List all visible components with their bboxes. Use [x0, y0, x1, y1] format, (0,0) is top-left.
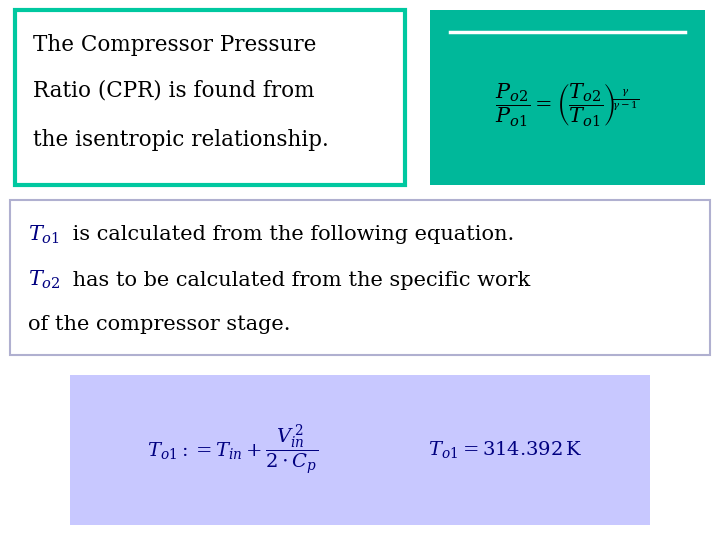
Text: is calculated from the following equation.: is calculated from the following equatio… — [66, 226, 514, 245]
FancyBboxPatch shape — [10, 200, 710, 355]
Text: Ratio (CPR) is found from: Ratio (CPR) is found from — [33, 79, 315, 101]
Text: $T_{o1} := T_{in} + \dfrac{V_{in}^{\,2}}{2 \cdot C_p}$: $T_{o1} := T_{in} + \dfrac{V_{in}^{\,2}}… — [147, 423, 318, 477]
Text: $T_{o1}$: $T_{o1}$ — [28, 224, 60, 246]
FancyBboxPatch shape — [70, 375, 650, 525]
Text: the isentropic relationship.: the isentropic relationship. — [33, 129, 329, 151]
Text: $T_{o2}$: $T_{o2}$ — [28, 269, 60, 291]
FancyBboxPatch shape — [430, 10, 705, 185]
Text: The Compressor Pressure: The Compressor Pressure — [33, 34, 316, 56]
FancyBboxPatch shape — [15, 10, 405, 185]
Text: $\dfrac{P_{o2}}{P_{o1}} = \left(\dfrac{T_{o2}}{T_{o1}}\right)^{\!\!\frac{\gamma}: $\dfrac{P_{o2}}{P_{o1}} = \left(\dfrac{T… — [495, 82, 639, 129]
Text: of the compressor stage.: of the compressor stage. — [28, 315, 290, 334]
Text: has to be calculated from the specific work: has to be calculated from the specific w… — [66, 271, 530, 289]
Text: $T_{o1} = 314.392\,\mathrm{K}$: $T_{o1} = 314.392\,\mathrm{K}$ — [428, 440, 582, 461]
